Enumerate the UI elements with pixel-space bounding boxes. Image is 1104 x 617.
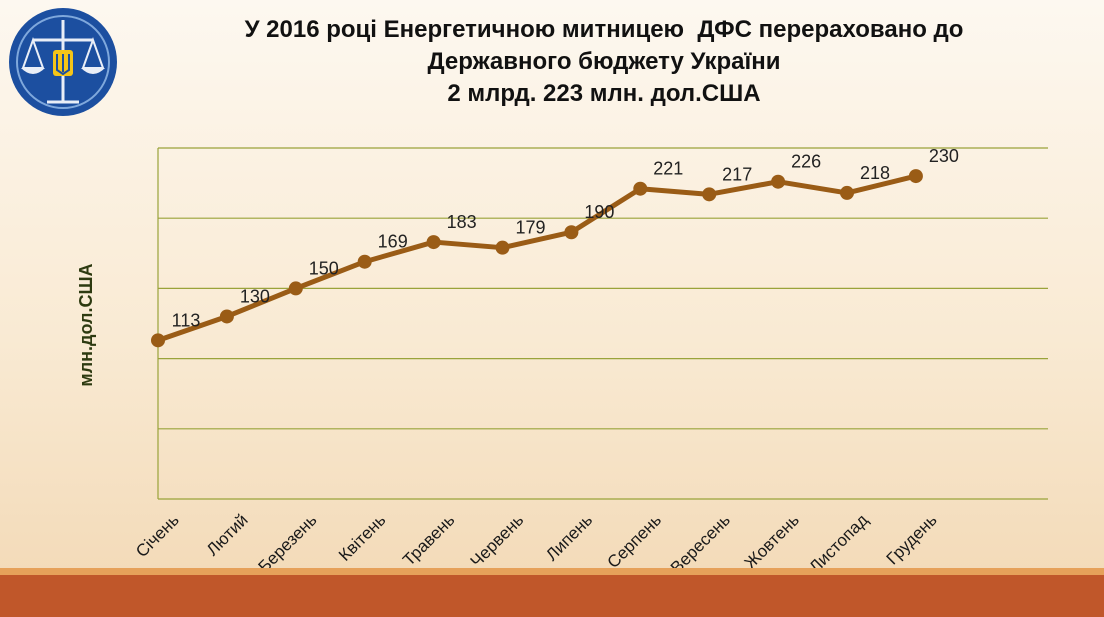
- x-tick-label: Червень: [467, 510, 528, 571]
- x-tick-label: Лютий: [203, 510, 252, 559]
- data-label: 179: [515, 218, 545, 238]
- data-label: 218: [860, 163, 890, 183]
- data-label: 221: [653, 159, 683, 179]
- data-point: [219, 309, 234, 324]
- x-tick-label: Листопад: [806, 510, 872, 576]
- data-point: [426, 235, 441, 250]
- x-tick-label: Липень: [542, 510, 596, 564]
- x-tick-label: Січень: [132, 510, 183, 561]
- scales-trident-emblem-icon: [9, 8, 117, 116]
- x-tick-label: Березень: [255, 510, 321, 576]
- data-label: 183: [447, 212, 477, 232]
- title-line-2: Державного бюджету України: [427, 48, 781, 75]
- page-title: У 2016 році Енергетичною митницею ДФС пе…: [120, 14, 1088, 110]
- data-point: [771, 174, 786, 189]
- data-point: [151, 333, 165, 348]
- x-tick-label: Травень: [399, 510, 458, 569]
- title-line-3: 2 млрд. 223 млн. дол.США: [447, 80, 761, 107]
- x-tick-label: Серпень: [604, 510, 666, 572]
- data-point: [495, 240, 510, 255]
- data-label: 217: [722, 164, 752, 184]
- data-point: [702, 187, 717, 202]
- x-tick-label: Жовтень: [741, 510, 803, 572]
- data-point: [840, 185, 854, 200]
- data-label: 190: [584, 202, 614, 222]
- data-label: 230: [929, 146, 959, 166]
- data-label: 226: [791, 152, 821, 172]
- logo: [7, 6, 119, 118]
- data-point: [564, 225, 579, 240]
- data-point: [357, 254, 372, 269]
- series-line: [155, 173, 919, 343]
- data-point: [908, 169, 923, 184]
- y-axis-label: млн.дол.США: [76, 263, 96, 386]
- footer-divider: [0, 568, 1104, 575]
- x-tick-label: Квітень: [335, 510, 390, 565]
- data-label: 169: [378, 232, 408, 252]
- title-line-1: У 2016 році Енергетичною митницею ДФС пе…: [244, 16, 964, 43]
- data-label: 130: [240, 286, 270, 306]
- data-point: [633, 181, 648, 196]
- footer-band: [0, 575, 1104, 617]
- data-label: 113: [172, 310, 201, 330]
- x-tick-label: Грудень: [883, 510, 941, 568]
- data-label: 150: [309, 258, 339, 278]
- data-point: [288, 281, 303, 296]
